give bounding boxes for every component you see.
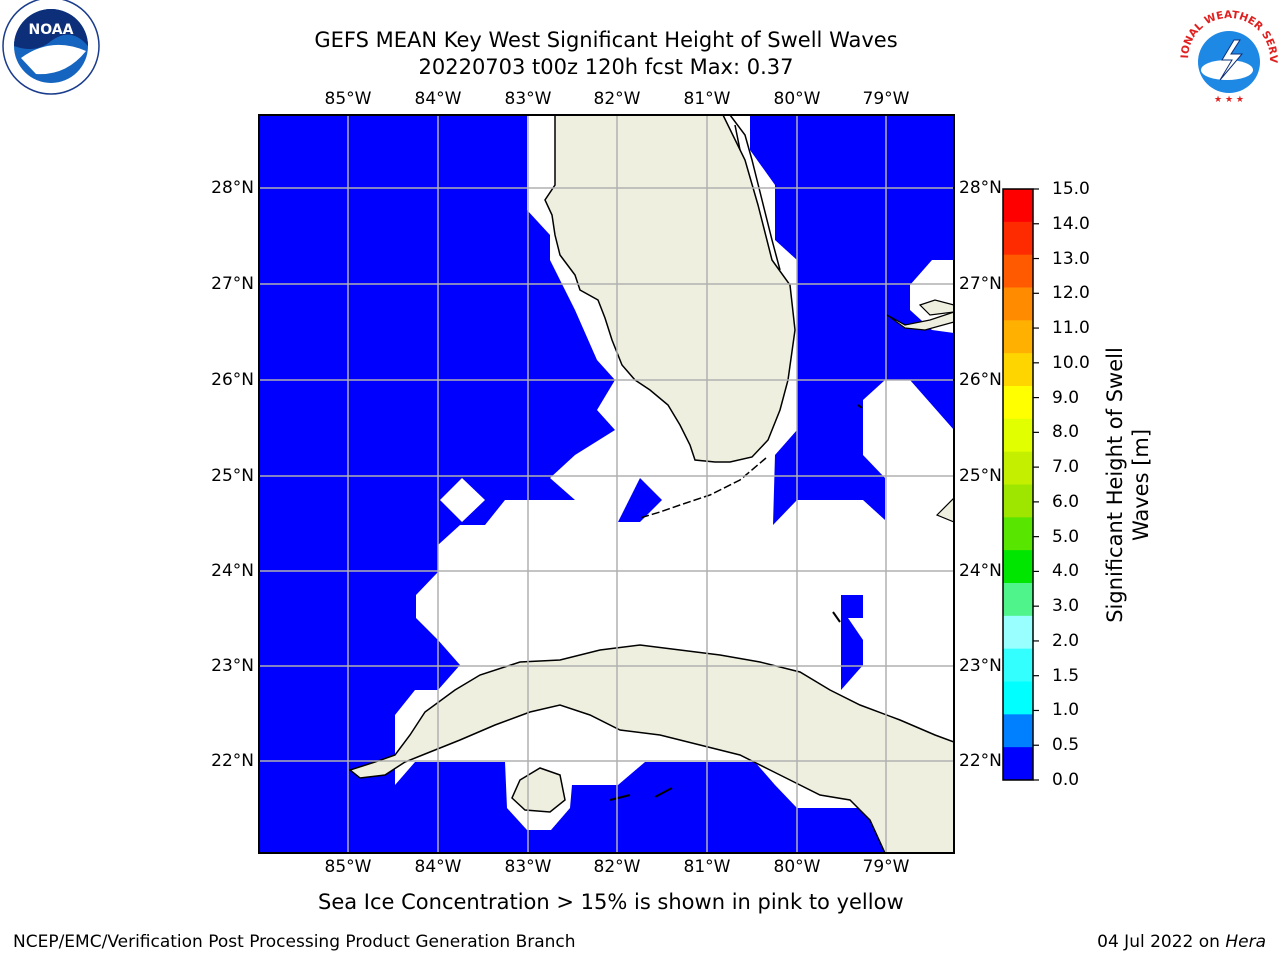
lat-label-left: 22°N xyxy=(211,751,254,771)
lat-label-right: 27°N xyxy=(959,274,1002,294)
lon-label-bottom: 84°W xyxy=(414,857,462,877)
colorbar-swatch xyxy=(1003,254,1033,288)
colorbar-tick-label: 12.0 xyxy=(1052,283,1090,304)
colorbar-swatch xyxy=(1003,353,1033,387)
lat-label-right: 26°N xyxy=(959,370,1002,390)
lat-label-right: 28°N xyxy=(959,178,1002,198)
colorbar-swatch xyxy=(1003,550,1033,584)
colorbar-swatch xyxy=(1003,583,1033,617)
florida-land xyxy=(544,114,796,463)
colorbar-tick-label: 4.0 xyxy=(1052,561,1080,582)
lat-label-left: 23°N xyxy=(211,656,254,676)
colorbar-tick-label: 7.0 xyxy=(1052,457,1080,478)
footer-credit: NCEP/EMC/Verification Post Processing Pr… xyxy=(13,932,576,952)
colorbar-tick-label: 10.0 xyxy=(1052,352,1090,373)
lat-label-left: 26°N xyxy=(211,370,254,390)
colorbar-swatch xyxy=(1003,221,1033,256)
map-panel xyxy=(258,114,955,854)
noaa-logo: NOAA xyxy=(2,0,100,95)
lon-label-top: 81°W xyxy=(683,89,731,109)
lon-label-bottom: 83°W xyxy=(504,857,552,877)
lon-label-top: 79°W xyxy=(862,89,910,109)
colorbar-tick-label: 0.0 xyxy=(1052,770,1080,790)
colorbar-swatch xyxy=(1003,517,1033,551)
lat-label-right: 25°N xyxy=(959,466,1002,486)
colorbar-tick-label: 0.5 xyxy=(1052,735,1080,756)
colorbar-swatch xyxy=(1003,747,1033,781)
nws-logo: NATIONAL WEATHER SERVICE ★ ★ ★ xyxy=(1174,4,1279,109)
colorbar-frame xyxy=(1002,188,1034,781)
lon-label-bottom: 81°W xyxy=(683,857,731,877)
colorbar-tick-label: 2.0 xyxy=(1052,630,1080,651)
colorbar-swatch xyxy=(1003,189,1033,223)
colorbar-tick-label: 15.0 xyxy=(1052,179,1090,199)
lat-label-right: 22°N xyxy=(959,751,1002,771)
colorbar-swatch xyxy=(1003,418,1033,453)
colorbar-tick-label: 8.0 xyxy=(1052,422,1080,443)
lat-label-right: 24°N xyxy=(959,561,1002,581)
lat-label-left: 24°N xyxy=(211,561,254,581)
colorbar-tick-label: 1.5 xyxy=(1052,665,1080,686)
svg-text:★ ★ ★: ★ ★ ★ xyxy=(1214,95,1244,105)
colorbar-swatch xyxy=(1003,287,1033,321)
noaa-logo-text: NOAA xyxy=(29,22,74,38)
map-frame xyxy=(258,114,955,854)
colorbar-title: Significant Height of Swell Waves [m] xyxy=(1103,347,1153,623)
lon-label-bottom: 85°W xyxy=(324,857,372,877)
lat-label-right: 23°N xyxy=(959,656,1002,676)
lat-label-left: 27°N xyxy=(211,274,254,294)
colorbar-swatch xyxy=(1003,451,1033,485)
colorbar-swatch xyxy=(1003,714,1033,748)
lon-label-bottom: 79°W xyxy=(862,857,910,877)
graticule xyxy=(259,115,954,853)
lon-label-bottom: 82°W xyxy=(593,857,641,877)
colorbar-tick-label: 5.0 xyxy=(1052,526,1080,547)
colorbar-swatch xyxy=(1003,386,1033,420)
map-title: GEFS MEAN Key West Significant Height of… xyxy=(314,28,898,52)
colorbar-tick-label: 11.0 xyxy=(1052,318,1090,339)
colorbar-swatch xyxy=(1003,615,1033,650)
isle-of-youth-land xyxy=(511,767,566,813)
lat-label-left: 28°N xyxy=(211,178,254,198)
colorbar-swatch xyxy=(1003,484,1033,518)
colorbar-tick-label: 14.0 xyxy=(1052,213,1090,234)
footer-machine: Hera xyxy=(1225,932,1266,952)
sea-ice-note: Sea Ice Concentration > 15% is shown in … xyxy=(318,890,904,914)
colorbar-swatch xyxy=(1003,648,1033,682)
map-subtitle: 20220703 t00z 120h fcst Max: 0.37 xyxy=(418,55,794,79)
lon-label-top: 82°W xyxy=(593,89,641,109)
lat-label-left: 25°N xyxy=(211,466,254,486)
lon-label-top: 80°W xyxy=(773,89,821,109)
colorbar-swatch xyxy=(1003,681,1033,715)
footer-date: 04 Jul 2022 on Hera xyxy=(1097,932,1266,952)
lon-label-top: 85°W xyxy=(324,89,372,109)
lon-label-top: 83°W xyxy=(504,89,552,109)
colorbar-tick-label: 13.0 xyxy=(1052,248,1090,269)
colorbar-tick-label: 3.0 xyxy=(1052,596,1080,617)
colorbar-tick-label: 6.0 xyxy=(1052,491,1080,512)
lon-label-bottom: 80°W xyxy=(773,857,821,877)
colorbar-swatch xyxy=(1003,320,1033,354)
colorbar-tick-label: 1.0 xyxy=(1052,700,1080,721)
colorbar-tick-label: 9.0 xyxy=(1052,387,1080,408)
colorbar xyxy=(1002,188,1039,781)
lon-label-top: 84°W xyxy=(414,89,462,109)
